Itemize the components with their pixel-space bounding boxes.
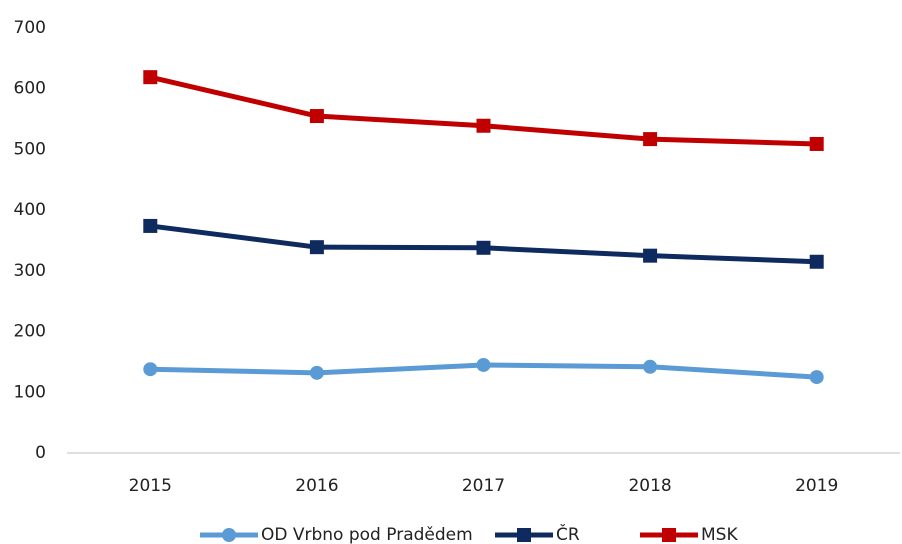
y-tick-label: 700 xyxy=(14,18,46,38)
y-tick-label: 0 xyxy=(35,443,46,463)
x-tick-label: 2017 xyxy=(462,476,505,496)
data-point xyxy=(809,136,824,151)
data-point xyxy=(143,70,158,85)
legend-marker xyxy=(222,528,236,542)
y-tick-label: 500 xyxy=(14,139,46,159)
data-point xyxy=(809,370,824,385)
data-point xyxy=(309,365,324,380)
data-point xyxy=(476,357,491,372)
y-tick-label: 300 xyxy=(14,261,46,281)
y-tick-label: 100 xyxy=(14,382,46,402)
data-point xyxy=(476,240,491,255)
legend-label: MSK xyxy=(701,525,738,544)
data-point xyxy=(643,359,658,374)
data-point xyxy=(643,132,658,147)
data-point xyxy=(476,118,491,133)
x-tick-label: 2016 xyxy=(295,476,338,496)
x-tick-label: 2019 xyxy=(795,476,838,496)
data-point xyxy=(643,248,658,263)
legend-marker xyxy=(662,528,676,542)
data-point xyxy=(809,254,824,269)
data-point xyxy=(309,109,324,124)
legend-label: ČR xyxy=(556,523,580,544)
series-line xyxy=(149,74,817,147)
y-tick-label: 200 xyxy=(14,322,46,342)
data-point xyxy=(143,362,158,377)
data-point xyxy=(143,218,158,233)
x-tick-label: 2015 xyxy=(129,476,172,496)
data-point xyxy=(309,240,324,255)
y-tick-label: 400 xyxy=(14,200,46,220)
legend-label: OD Vrbno pod Pradědem xyxy=(261,525,473,544)
legend-marker xyxy=(517,528,531,542)
y-tick-label: 600 xyxy=(14,79,46,99)
x-tick-label: 2018 xyxy=(628,476,671,496)
